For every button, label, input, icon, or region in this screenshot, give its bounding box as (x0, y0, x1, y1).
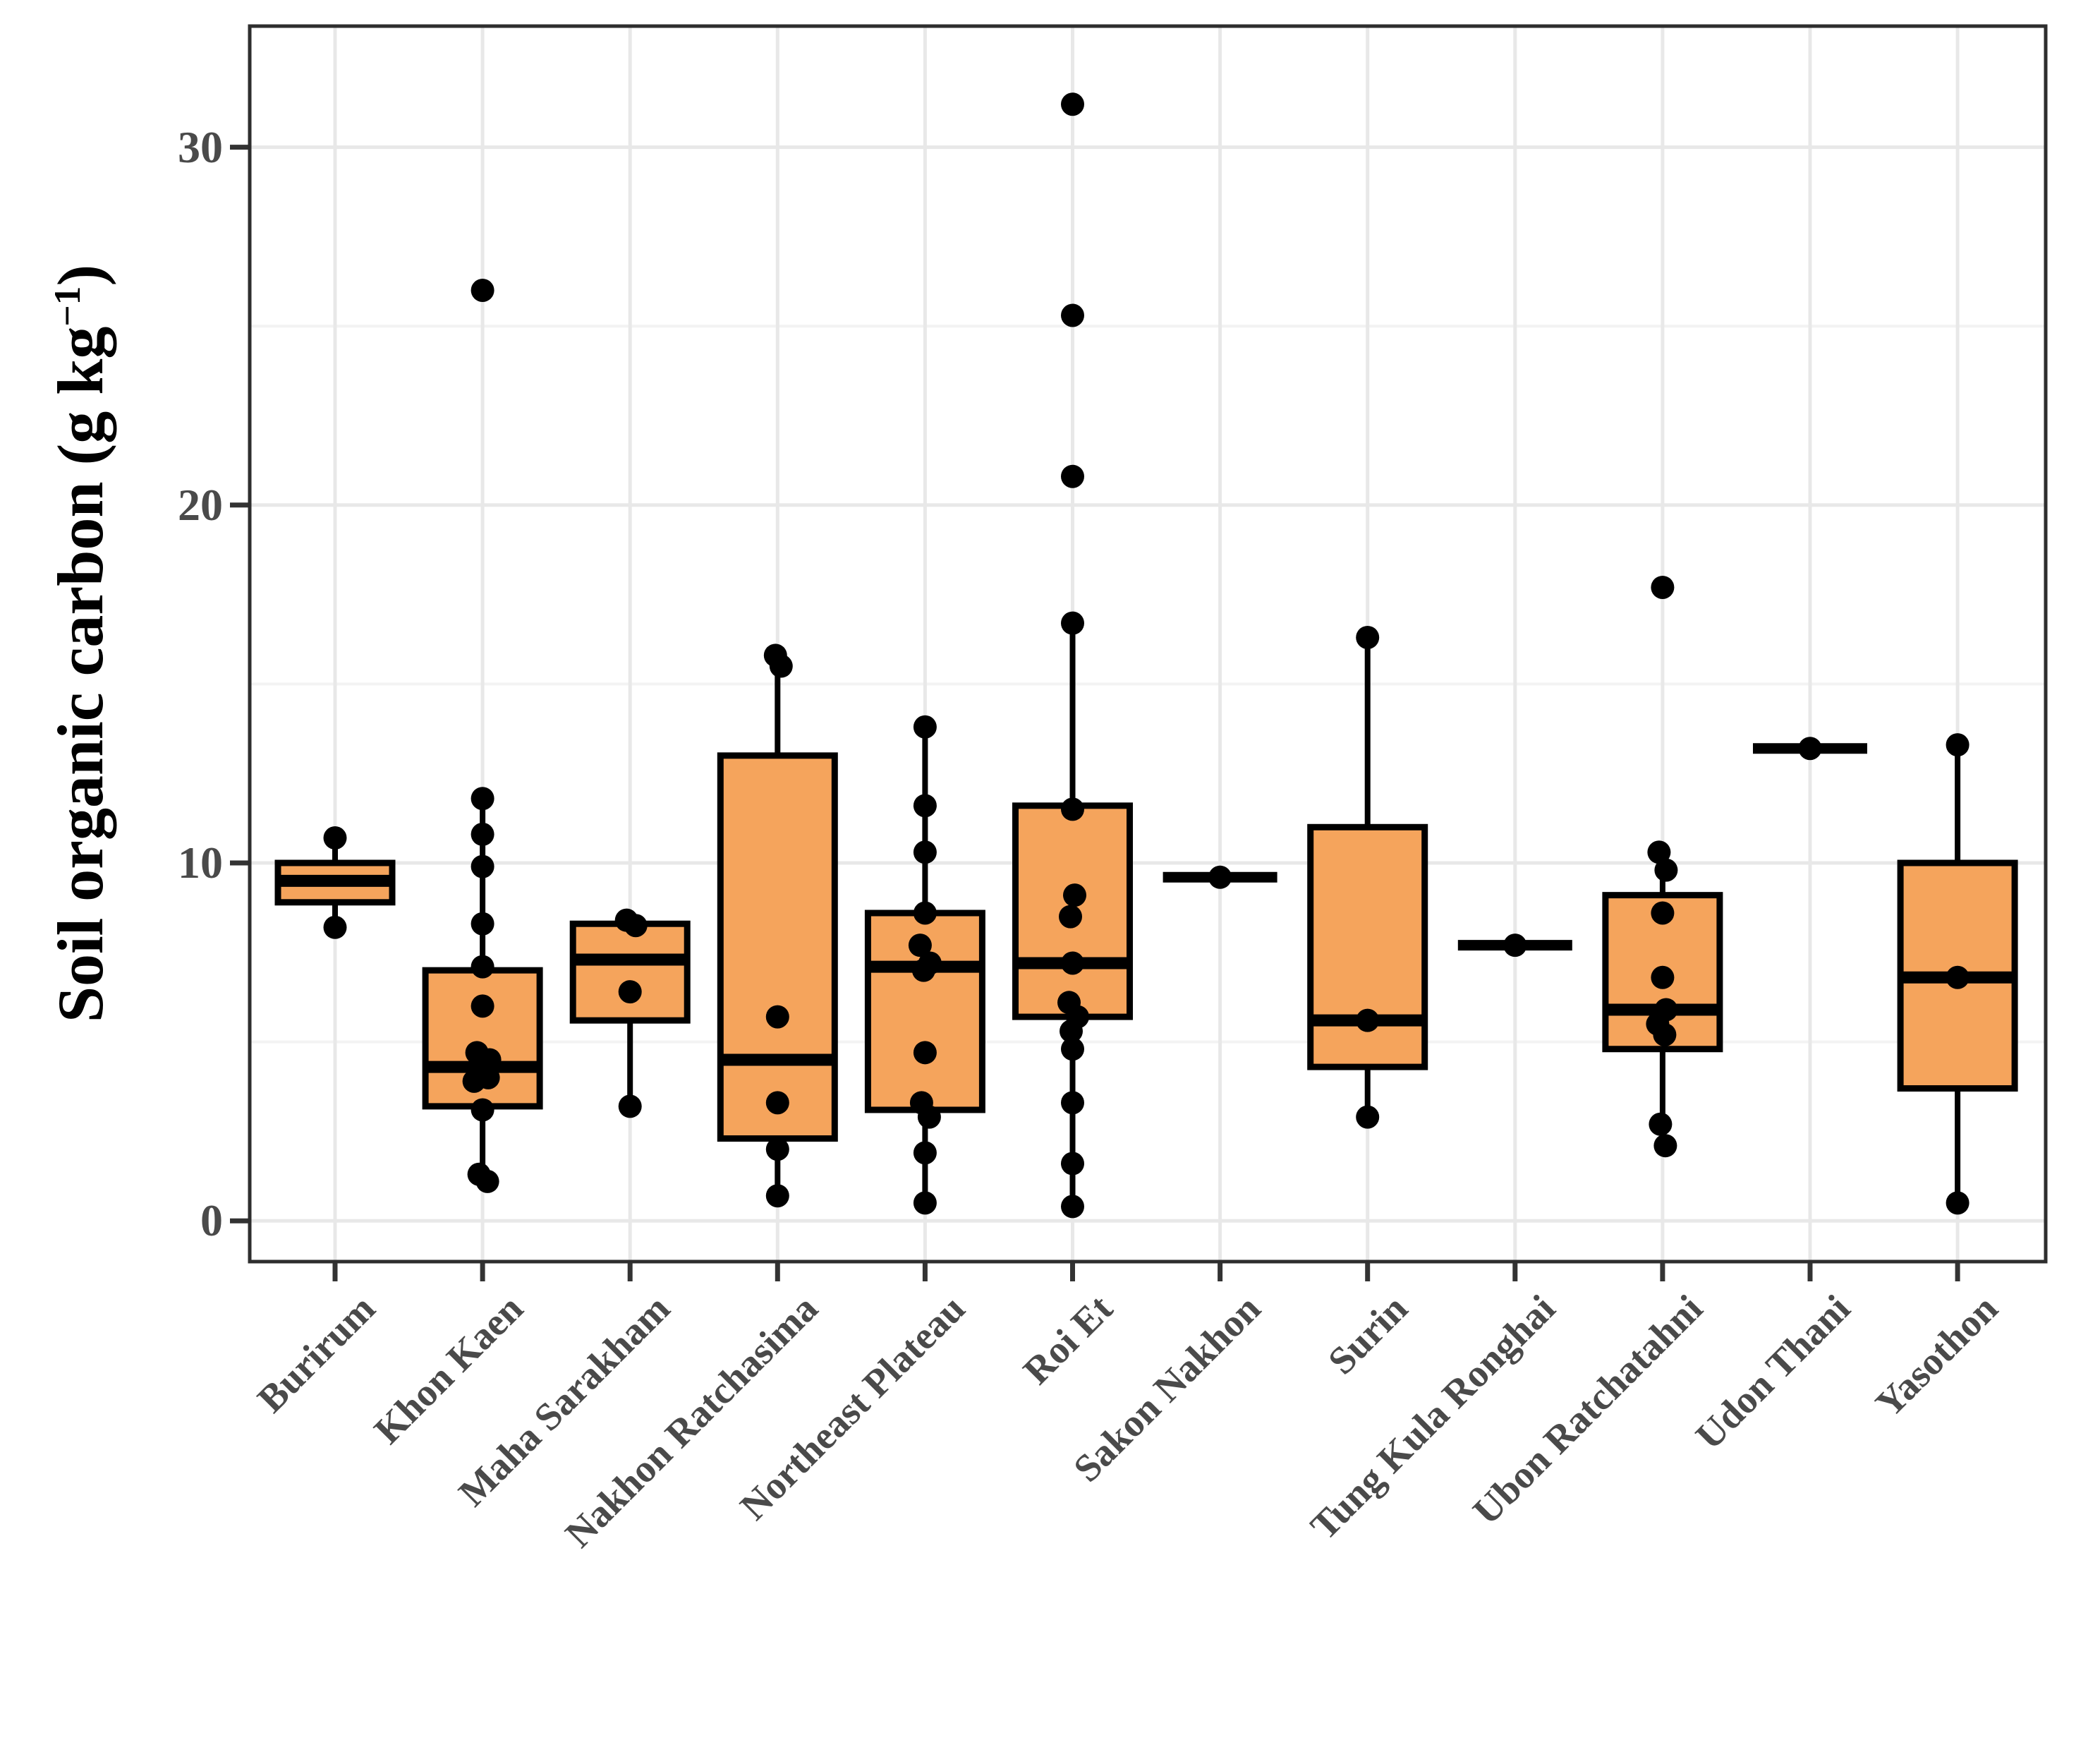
data-point-roi-et (1061, 611, 1084, 635)
data-point-yasothon (1946, 1191, 1969, 1215)
y-axis-title-close-paren: ) (44, 264, 116, 286)
data-point-northeast-plateau (908, 934, 932, 957)
data-point-roi-et (1061, 951, 1084, 975)
y-axis-title: Soil organic carbon (g kg−1) (27, 8, 116, 1279)
data-point-nakhon-ratchasima (765, 1005, 789, 1029)
y-axis-title-text: Soil organic carbon (g kg (44, 326, 116, 1023)
data-point-khon-kaen (462, 1069, 486, 1093)
data-point-nakhon-ratchasima (765, 1091, 789, 1115)
data-point-burirum (323, 915, 347, 939)
data-point-khon-kaen (471, 787, 494, 811)
data-point-northeast-plateau (913, 840, 937, 864)
panel-border (248, 24, 2048, 1264)
data-point-khon-kaen (471, 1098, 494, 1122)
data-point-khon-kaen (471, 955, 494, 979)
data-point-roi-et (1061, 1037, 1084, 1061)
data-point-ubon-ratchatahni (1647, 840, 1671, 864)
data-point-northeast-plateau (913, 901, 937, 925)
data-point-northeast-plateau (913, 794, 937, 818)
data-point-tung-kula-ronghai (1503, 934, 1527, 957)
data-point-surin (1356, 625, 1380, 649)
data-point-roi-et (1061, 1091, 1084, 1115)
data-point-yasothon (1946, 965, 1969, 989)
y-tick-label-0: 0 (200, 1195, 223, 1246)
data-point-ubon-ratchatahni (1649, 1112, 1673, 1136)
data-point-yasothon (1946, 733, 1969, 757)
outlier-point-roi-et (1061, 464, 1084, 488)
data-point-ubon-ratchatahni (1653, 1134, 1677, 1158)
outlier-point-ubon-ratchatahni (1651, 575, 1675, 599)
data-point-udon-thani (1798, 737, 1822, 761)
box-maha-sarakham (569, 920, 691, 1024)
data-point-khon-kaen (471, 994, 494, 1018)
outlier-point-khon-kaen (471, 278, 494, 302)
box-nakhon-ratchasima (717, 752, 838, 1142)
data-point-roi-et (1060, 1019, 1083, 1043)
data-point-northeast-plateau (913, 715, 937, 739)
y-tick-label-10: 10 (178, 838, 223, 888)
data-point-roi-et (1061, 797, 1084, 821)
data-point-ubon-ratchatahni (1654, 858, 1678, 882)
data-point-northeast-plateau (917, 1105, 941, 1129)
data-point-nakhon-ratchasima (769, 654, 793, 678)
data-point-northeast-plateau (911, 958, 935, 982)
data-point-sakon-nakhon (1208, 865, 1232, 889)
data-point-roi-et (1059, 905, 1082, 929)
data-point-khon-kaen (471, 912, 494, 936)
data-point-northeast-plateau (913, 1191, 937, 1215)
data-point-khon-kaen (471, 822, 494, 846)
data-point-roi-et (1063, 883, 1086, 907)
data-point-ubon-ratchatahni (1653, 1022, 1677, 1046)
data-point-surin (1356, 1105, 1380, 1129)
data-point-maha-sarakham (618, 1094, 642, 1118)
outlier-point-roi-et (1061, 92, 1084, 116)
data-point-nakhon-ratchasima (765, 1184, 789, 1208)
y-tick-label-30: 30 (178, 121, 223, 172)
data-point-ubon-ratchatahni (1651, 965, 1675, 989)
data-point-ubon-ratchatahni (1651, 901, 1675, 925)
data-point-maha-sarakham (624, 914, 648, 938)
data-point-northeast-plateau (913, 1041, 937, 1065)
data-point-khon-kaen (475, 1169, 499, 1193)
data-point-northeast-plateau (913, 1141, 937, 1165)
y-axis-title-superscript: −1 (46, 286, 88, 327)
data-point-roi-et (1061, 1152, 1084, 1176)
y-tick-label-20: 20 (178, 479, 223, 530)
data-point-burirum (323, 826, 347, 850)
data-point-maha-sarakham (618, 980, 642, 1004)
data-point-khon-kaen (471, 854, 494, 878)
outlier-point-roi-et (1061, 303, 1084, 327)
data-point-roi-et (1061, 1195, 1084, 1219)
data-point-surin (1356, 1008, 1380, 1032)
data-point-nakhon-ratchasima (765, 1137, 789, 1161)
